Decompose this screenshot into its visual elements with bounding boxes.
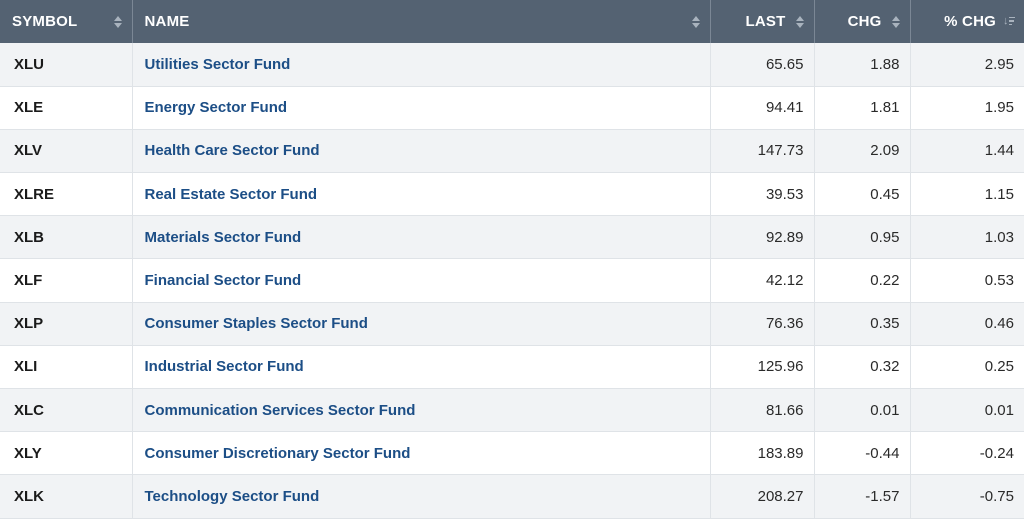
symbol-cell: XLB — [0, 215, 133, 260]
name-cell: Communication Services Sector Fund — [132, 388, 711, 433]
fund-name-link[interactable]: Real Estate Sector Fund — [144, 185, 318, 203]
chg-cell: 1.88 — [814, 43, 911, 87]
name-cell: Technology Sector Fund — [132, 474, 711, 519]
fund-name-link[interactable]: Financial Sector Fund — [144, 272, 302, 290]
symbol-cell: XLP — [0, 302, 133, 346]
sort-both-icon — [795, 15, 804, 28]
header-chg-label: CHG — [847, 13, 882, 30]
name-cell: Industrial Sector Fund — [132, 345, 711, 390]
symbol-cell: XLE — [0, 86, 133, 130]
fund-name-link[interactable]: Consumer Staples Sector Fund — [144, 315, 368, 333]
table-row: XLY Consumer Discretionary Sector Fund 183… — [0, 431, 1024, 476]
pct-chg-cell: 0.53 — [910, 258, 1024, 303]
sort-both-icon — [113, 15, 122, 28]
header-row: SYMBOL NAME LAST CHG % CHG ↓ — [0, 0, 1024, 43]
pct-chg-cell: 2.95 — [910, 43, 1024, 87]
chg-cell: 1.81 — [814, 86, 911, 130]
table-row: XLF Financial Sector Fund 42.12 0.22 0.53 — [0, 258, 1024, 303]
sort-both-icon — [691, 15, 700, 28]
symbol-cell: XLRE — [0, 172, 133, 217]
fund-name-link[interactable]: Energy Sector Fund — [144, 99, 288, 117]
fund-name-link[interactable]: Materials Sector Fund — [144, 228, 302, 246]
last-cell: 39.53 — [710, 172, 815, 217]
pct-chg-cell: 1.44 — [910, 129, 1024, 174]
chg-cell: -0.44 — [814, 431, 911, 476]
header-pct-chg[interactable]: % CHG ↓ — [910, 0, 1024, 43]
table-row: XLP Consumer Staples Sector Fund 76.36 0.35… — [0, 302, 1024, 346]
sort-descending-icon: ↓ — [1003, 15, 1015, 28]
symbol-cell: XLU — [0, 43, 133, 87]
last-cell: 81.66 — [710, 388, 815, 433]
name-cell: Health Care Sector Fund — [132, 129, 711, 174]
header-symbol[interactable]: SYMBOL — [0, 0, 133, 43]
pct-chg-cell: 0.25 — [910, 345, 1024, 390]
last-cell: 76.36 — [710, 302, 815, 346]
last-cell: 125.96 — [710, 345, 815, 390]
fund-name-link[interactable]: Industrial Sector Fund — [144, 358, 304, 376]
table-row: XLV Health Care Sector Fund 147.73 2.09 1.44 — [0, 129, 1024, 174]
header-symbol-label: SYMBOL — [12, 13, 78, 30]
last-cell: 42.12 — [710, 258, 815, 303]
last-cell: 94.41 — [710, 86, 815, 130]
name-cell: Consumer Staples Sector Fund — [132, 302, 711, 346]
chg-cell: 0.22 — [814, 258, 911, 303]
table-body: XLU Utilities Sector Fund 65.65 1.88 2.95 XLE… — [0, 43, 1024, 519]
header-pct-chg-label: % CHG — [944, 13, 996, 30]
last-cell: 65.65 — [710, 43, 815, 87]
symbol-cell: XLF — [0, 258, 133, 303]
pct-chg-cell: 0.01 — [910, 388, 1024, 433]
last-cell: 208.27 — [710, 474, 815, 519]
symbol-cell: XLY — [0, 431, 133, 476]
fund-name-link[interactable]: Utilities Sector Fund — [144, 55, 291, 73]
chg-cell: 0.45 — [814, 172, 911, 217]
chg-cell: 0.01 — [814, 388, 911, 433]
fund-name-link[interactable]: Technology Sector Fund — [144, 487, 320, 505]
table-row: XLC Communication Services Sector Fund 81.… — [0, 388, 1024, 433]
symbol-cell: XLI — [0, 345, 133, 390]
name-cell: Materials Sector Fund — [132, 215, 711, 260]
chg-cell: 0.35 — [814, 302, 911, 346]
name-cell: Consumer Discretionary Sector Fund — [132, 431, 711, 476]
chg-cell: 0.32 — [814, 345, 911, 390]
pct-chg-cell: 0.46 — [910, 302, 1024, 346]
table-row: XLU Utilities Sector Fund 65.65 1.88 2.95 — [0, 43, 1024, 87]
fund-name-link[interactable]: Communication Services Sector Fund — [144, 401, 416, 419]
name-cell: Real Estate Sector Fund — [132, 172, 711, 217]
header-last-label: LAST — [745, 13, 786, 30]
sort-both-icon — [891, 15, 900, 28]
name-cell: Utilities Sector Fund — [132, 43, 711, 87]
header-name[interactable]: NAME — [132, 0, 711, 43]
last-cell: 183.89 — [710, 431, 815, 476]
last-cell: 92.89 — [710, 215, 815, 260]
fund-name-link[interactable]: Consumer Discretionary Sector Fund — [144, 444, 411, 462]
chg-cell: -1.57 — [814, 474, 911, 519]
header-chg[interactable]: CHG — [814, 0, 911, 43]
last-cell: 147.73 — [710, 129, 815, 174]
pct-chg-cell: -0.75 — [910, 474, 1024, 519]
pct-chg-cell: -0.24 — [910, 431, 1024, 476]
chg-cell: 2.09 — [814, 129, 911, 174]
header-last[interactable]: LAST — [710, 0, 815, 43]
table-row: XLI Industrial Sector Fund 125.96 0.32 0.25 — [0, 345, 1024, 390]
pct-chg-cell: 1.95 — [910, 86, 1024, 130]
chg-cell: 0.95 — [814, 215, 911, 260]
symbol-cell: XLV — [0, 129, 133, 174]
header-name-label: NAME — [144, 13, 190, 30]
pct-chg-cell: 1.15 — [910, 172, 1024, 217]
table-row: XLE Energy Sector Fund 94.41 1.81 1.95 — [0, 86, 1024, 130]
table-header: SYMBOL NAME LAST CHG % CHG ↓ — [0, 0, 1024, 43]
fund-name-link[interactable]: Health Care Sector Fund — [144, 142, 320, 160]
name-cell: Financial Sector Fund — [132, 258, 711, 303]
symbol-cell: XLK — [0, 474, 133, 519]
pct-chg-cell: 1.03 — [910, 215, 1024, 260]
table-row: XLB Materials Sector Fund 92.89 0.95 1.03 — [0, 215, 1024, 260]
name-cell: Energy Sector Fund — [132, 86, 711, 130]
symbol-cell: XLC — [0, 388, 133, 433]
table-row: XLK Technology Sector Fund 208.27 -1.57 -0.7… — [0, 474, 1024, 519]
table-row: XLRE Real Estate Sector Fund 39.53 0.45 1.15 — [0, 172, 1024, 217]
